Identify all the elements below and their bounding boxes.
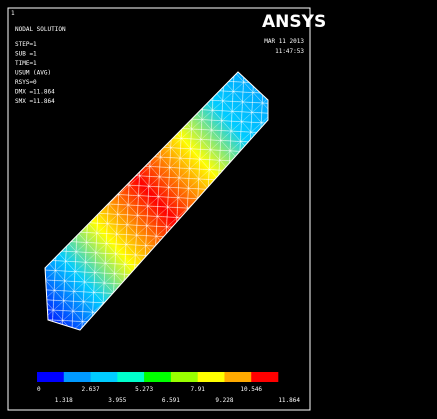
legend-label: 10.546 xyxy=(240,386,262,393)
legend-label: 7.91 xyxy=(190,386,205,393)
legend-swatch xyxy=(144,372,171,382)
result-info: RSYS=0 xyxy=(15,79,37,86)
ansys-window: 1 NODAL SOLUTION STEP=1 SUB =1 TIME=1 USUM … xyxy=(0,0,437,419)
legend-label: 5.273 xyxy=(135,386,153,393)
legend-swatch xyxy=(171,372,198,382)
legend-swatch xyxy=(117,372,144,382)
legend-swatch xyxy=(64,372,91,382)
legend-swatch xyxy=(91,372,118,382)
legend-label: 6.591 xyxy=(162,397,180,404)
result-info: DMX =11.864 xyxy=(15,89,55,96)
brand-logo: ANSYS xyxy=(262,12,326,32)
result-info: SMX =11.864 xyxy=(15,98,55,105)
result-info: SUB =1 xyxy=(15,51,37,58)
result-info: STEP=1 xyxy=(15,41,37,48)
result-info: USUM (AVG) xyxy=(15,70,51,77)
legend-label: 0 xyxy=(37,386,41,393)
legend-swatch xyxy=(251,372,278,382)
legend-swatch xyxy=(37,372,64,382)
time: 11:47:53 xyxy=(275,48,304,55)
result-title: NODAL SOLUTION xyxy=(15,26,66,33)
legend-label: 3.955 xyxy=(108,397,126,404)
legend-label: 11.864 xyxy=(278,397,300,404)
date: MAR 11 2013 xyxy=(264,38,304,45)
result-info: TIME=1 xyxy=(15,60,37,67)
legend-swatch xyxy=(224,372,251,382)
window-number: 1 xyxy=(11,10,15,17)
legend-swatch xyxy=(198,372,225,382)
legend-label: 1.318 xyxy=(55,397,73,404)
legend-label: 9.228 xyxy=(215,397,233,404)
legend-label: 2.637 xyxy=(82,386,100,393)
